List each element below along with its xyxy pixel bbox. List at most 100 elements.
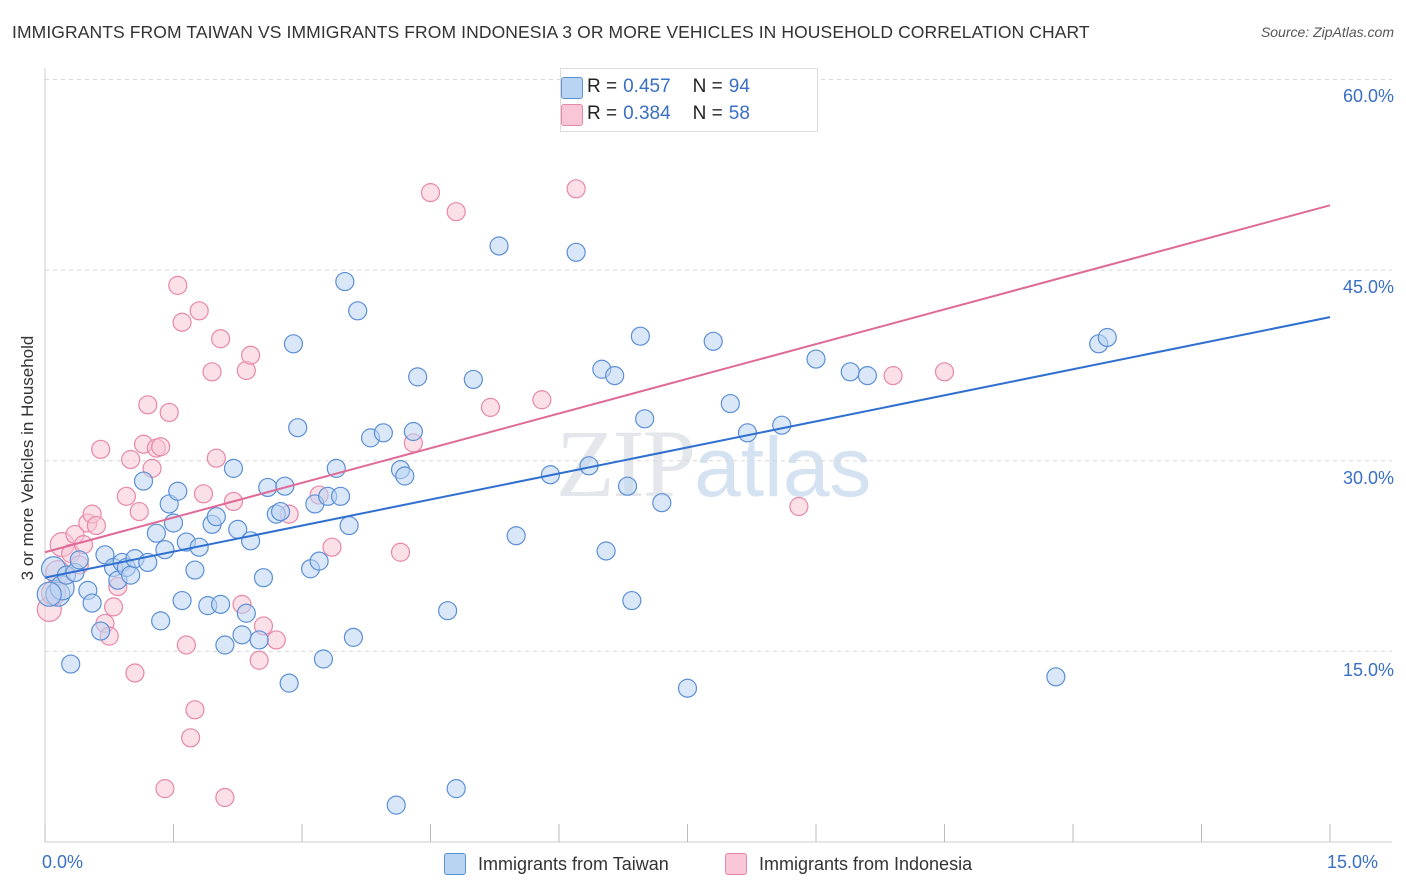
y-tick-60: 60.0%	[1342, 86, 1394, 106]
data-point-taiwan	[283, 334, 304, 354]
data-point-indonesia	[789, 496, 809, 517]
data-point-indonesia	[138, 395, 158, 415]
axes	[44, 68, 1392, 843]
legend-swatch-taiwan	[561, 77, 583, 99]
data-point-taiwan	[275, 476, 295, 496]
data-point-indonesia	[189, 301, 209, 321]
data-point-taiwan	[91, 621, 111, 641]
x-tick-right: 15.0%	[1327, 852, 1379, 872]
data-point-taiwan	[36, 581, 62, 607]
data-point-taiwan	[309, 551, 329, 571]
data-point-taiwan	[596, 541, 616, 561]
y-axis-label: 3 or more Vehicles in Household	[18, 335, 37, 581]
series-legend: Immigrants from Taiwan Immigrants from I…	[0, 852, 1406, 876]
source-credit: Source: ZipAtlas.com	[1260, 24, 1394, 40]
data-point-indonesia	[125, 663, 145, 683]
legend-label-taiwan: Immigrants from Taiwan	[478, 853, 669, 874]
data-point-taiwan	[206, 507, 226, 527]
data-point-taiwan	[605, 366, 625, 386]
data-point-taiwan	[1097, 327, 1117, 348]
data-point-indonesia	[883, 366, 903, 386]
data-point-taiwan	[232, 625, 252, 645]
data-point-taiwan	[652, 493, 672, 513]
legend-swatch-taiwan	[444, 853, 466, 875]
data-point-indonesia	[215, 787, 235, 808]
legend-item-indonesia[interactable]: Immigrants from Indonesia	[725, 852, 972, 876]
legend-n-value-taiwan: 94	[728, 76, 750, 97]
data-point-indonesia	[129, 501, 149, 522]
x-tick-left: 0.0%	[42, 852, 84, 872]
data-point-taiwan	[622, 590, 642, 611]
data-point-taiwan	[489, 236, 509, 256]
legend-r-label: R =	[587, 103, 618, 124]
data-point-indonesia	[181, 728, 201, 748]
data-point-taiwan	[211, 594, 231, 614]
data-point-taiwan	[840, 362, 860, 382]
data-point-indonesia	[266, 630, 286, 650]
data-point-indonesia	[185, 700, 205, 720]
data-point-taiwan	[446, 779, 466, 799]
data-point-taiwan	[339, 515, 359, 536]
data-point-indonesia	[322, 537, 342, 557]
data-point-taiwan	[236, 603, 256, 623]
legend-swatch-indonesia	[561, 104, 583, 126]
data-point-taiwan	[1046, 667, 1066, 687]
data-point-taiwan	[403, 421, 423, 442]
data-point-indonesia	[249, 650, 269, 670]
watermark-zip: ZIP	[556, 410, 696, 517]
data-point-taiwan	[857, 366, 878, 386]
data-point-taiwan	[146, 523, 166, 543]
y-tick-30: 30.0%	[1342, 468, 1394, 488]
data-point-indonesia	[103, 597, 124, 617]
data-point-indonesia	[176, 635, 196, 655]
legend-r-value-indonesia: 0.384	[623, 103, 671, 124]
data-point-taiwan	[155, 540, 175, 560]
legend-row-indonesia: R = 0.384 N = 58	[561, 103, 772, 126]
data-point-taiwan	[463, 369, 483, 390]
data-point-taiwan	[772, 415, 792, 435]
data-point-taiwan	[215, 635, 235, 655]
data-point-indonesia	[155, 779, 175, 799]
data-point-taiwan	[249, 630, 269, 650]
legend-n-value-indonesia: 58	[728, 103, 750, 124]
data-point-taiwan	[223, 458, 244, 478]
data-point-taiwan	[720, 393, 740, 414]
data-point-taiwan	[270, 501, 291, 522]
series-indonesia-points	[36, 179, 955, 808]
data-point-taiwan	[279, 673, 299, 693]
data-point-indonesia	[121, 449, 141, 470]
data-point-indonesia	[168, 275, 188, 295]
data-point-taiwan	[386, 795, 406, 815]
data-point-taiwan	[185, 560, 205, 580]
correlation-legend: R = 0.457 N = 94 R = 0.384 N = 58	[560, 68, 818, 132]
data-point-taiwan	[617, 476, 638, 496]
trend-lines	[44, 204, 1331, 579]
data-point-taiwan	[566, 242, 586, 262]
legend-row-taiwan: R = 0.457 N = 94	[561, 76, 772, 99]
data-point-indonesia	[91, 439, 111, 459]
data-point-indonesia	[172, 312, 192, 332]
data-point-indonesia	[566, 179, 586, 199]
data-point-taiwan	[343, 627, 363, 647]
legend-item-taiwan[interactable]: Immigrants from Taiwan	[444, 852, 669, 876]
data-point-indonesia	[116, 486, 136, 506]
legend-n-label: N =	[692, 103, 723, 124]
data-point-taiwan	[172, 590, 192, 611]
data-point-taiwan	[61, 654, 81, 674]
y-tick-45: 45.0%	[1342, 277, 1394, 297]
data-point-taiwan	[438, 601, 458, 621]
data-point-indonesia	[151, 437, 171, 457]
data-point-taiwan	[635, 409, 655, 429]
data-point-taiwan	[373, 423, 393, 443]
data-point-taiwan	[253, 568, 274, 588]
data-point-taiwan	[121, 565, 141, 585]
data-point-taiwan	[408, 367, 428, 387]
data-point-indonesia	[934, 362, 955, 382]
data-point-taiwan	[806, 349, 826, 369]
data-point-indonesia	[202, 362, 222, 382]
data-point-taiwan	[69, 550, 89, 570]
data-point-taiwan	[313, 649, 334, 669]
legend-r-value-taiwan: 0.457	[623, 76, 671, 97]
watermark: ZIPatlas	[556, 408, 871, 519]
series-taiwan-points	[36, 236, 1117, 815]
